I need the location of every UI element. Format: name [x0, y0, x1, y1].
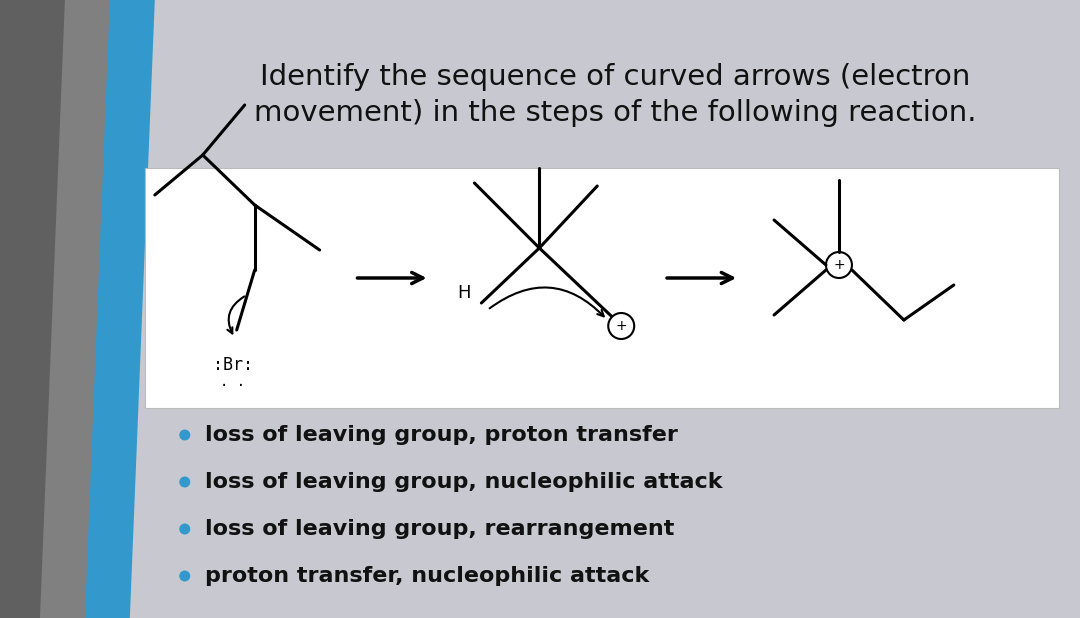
Text: loss of leaving group, nucleophilic attack: loss of leaving group, nucleophilic atta… — [205, 472, 723, 492]
Polygon shape — [85, 0, 154, 618]
Circle shape — [179, 523, 190, 535]
Text: :Br:: :Br: — [213, 356, 253, 374]
Text: loss of leaving group, proton transfer: loss of leaving group, proton transfer — [205, 425, 677, 445]
Text: +: + — [833, 258, 845, 272]
Text: . .: . . — [220, 375, 245, 389]
Circle shape — [179, 430, 190, 441]
Circle shape — [179, 570, 190, 582]
Text: loss of leaving group, rearrangement: loss of leaving group, rearrangement — [205, 519, 674, 539]
Polygon shape — [40, 0, 120, 618]
FancyArrowPatch shape — [489, 287, 604, 316]
FancyArrowPatch shape — [228, 297, 244, 334]
Text: proton transfer, nucleophilic attack: proton transfer, nucleophilic attack — [205, 566, 649, 586]
Bar — [145, 168, 1058, 408]
Polygon shape — [0, 0, 95, 618]
Text: H: H — [458, 284, 471, 302]
Text: +: + — [616, 319, 627, 333]
Circle shape — [179, 476, 190, 488]
Text: Identify the sequence of curved arrows (electron
movement) in the steps of the f: Identify the sequence of curved arrows (… — [254, 62, 976, 127]
